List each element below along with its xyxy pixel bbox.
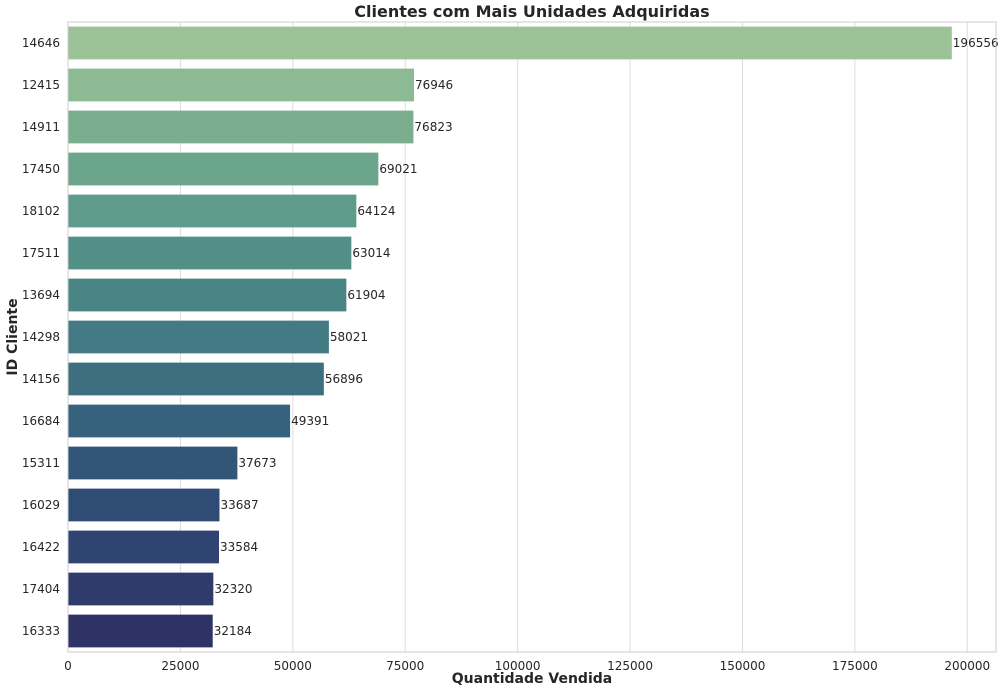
y-tick-label: 12415 bbox=[22, 78, 60, 92]
y-tick-label: 18102 bbox=[22, 204, 60, 218]
chart-title: Clientes com Mais Unidades Adquiridas bbox=[354, 2, 709, 21]
y-tick-label: 16333 bbox=[22, 624, 60, 638]
y-tick-label: 14156 bbox=[22, 372, 60, 386]
data-label-14911: 76823 bbox=[414, 120, 452, 134]
data-label-14646: 196556 bbox=[953, 36, 998, 50]
data-label-16333: 32184 bbox=[214, 624, 252, 638]
data-label-16029: 33687 bbox=[220, 498, 258, 512]
bar-12415 bbox=[68, 68, 414, 102]
data-label-17450: 69021 bbox=[379, 162, 417, 176]
data-label-15311: 37673 bbox=[238, 456, 276, 470]
data-label-17511: 63014 bbox=[352, 246, 390, 260]
bar-18102 bbox=[68, 194, 357, 228]
data-label-13694: 61904 bbox=[347, 288, 385, 302]
x-tick-label: 0 bbox=[64, 659, 72, 673]
data-label-12415: 76946 bbox=[415, 78, 453, 92]
x-tick-label: 200000 bbox=[944, 659, 990, 673]
bar-14646 bbox=[68, 26, 952, 60]
y-tick-label: 16029 bbox=[22, 498, 60, 512]
bar-16422 bbox=[68, 530, 220, 564]
data-labels: 196556 76946 76823 69021 64124 63014 61904 5802… bbox=[214, 36, 998, 638]
y-tick-label: 14911 bbox=[22, 120, 60, 134]
plot-frame bbox=[67, 21, 997, 653]
y-tick-label: 15311 bbox=[22, 456, 60, 470]
bar-16029 bbox=[68, 488, 220, 522]
y-tick-label: 14646 bbox=[22, 36, 60, 50]
bar-14156 bbox=[68, 362, 324, 396]
y-tick-label: 14298 bbox=[22, 330, 60, 344]
x-tick-label: 100000 bbox=[495, 659, 541, 673]
y-tick-label: 13694 bbox=[22, 288, 60, 302]
x-tick-label: 75000 bbox=[386, 659, 424, 673]
data-label-16422: 33584 bbox=[220, 540, 258, 554]
bar-17511 bbox=[68, 236, 352, 270]
bar-17404 bbox=[68, 572, 214, 606]
bar-13694 bbox=[68, 278, 347, 312]
bar-15311 bbox=[68, 446, 238, 480]
y-tick-label: 17450 bbox=[22, 162, 60, 176]
y-tick-label: 17511 bbox=[22, 246, 60, 260]
data-label-18102: 64124 bbox=[357, 204, 395, 218]
y-tick-labels: 14646 12415 14911 17450 18102 17511 13694 14298… bbox=[22, 36, 60, 638]
y-tick-label: 17404 bbox=[22, 582, 60, 596]
bar-14911 bbox=[68, 110, 414, 144]
bar-17450 bbox=[68, 152, 379, 186]
y-axis-label: ID Cliente bbox=[5, 298, 21, 375]
x-axis-label: Quantidade Vendida bbox=[452, 671, 612, 686]
x-tick-label: 25000 bbox=[161, 659, 199, 673]
x-tick-label: 175000 bbox=[832, 659, 878, 673]
data-label-16684: 49391 bbox=[291, 414, 329, 428]
x-tick-labels: 0 25000 50000 75000 100000 125000 150000 175000… bbox=[64, 659, 990, 673]
bar-16684 bbox=[68, 404, 291, 438]
y-tick-label: 16684 bbox=[22, 414, 60, 428]
x-tick-label: 150000 bbox=[720, 659, 766, 673]
data-label-14298: 58021 bbox=[330, 330, 368, 344]
y-tick-label: 16422 bbox=[22, 540, 60, 554]
bar-14298 bbox=[68, 320, 329, 354]
x-tick-label: 125000 bbox=[607, 659, 653, 673]
bars bbox=[68, 26, 952, 648]
data-label-17404: 32320 bbox=[214, 582, 252, 596]
bar-16333 bbox=[68, 614, 213, 648]
x-tick-label: 50000 bbox=[274, 659, 312, 673]
data-label-14156: 56896 bbox=[325, 372, 363, 386]
